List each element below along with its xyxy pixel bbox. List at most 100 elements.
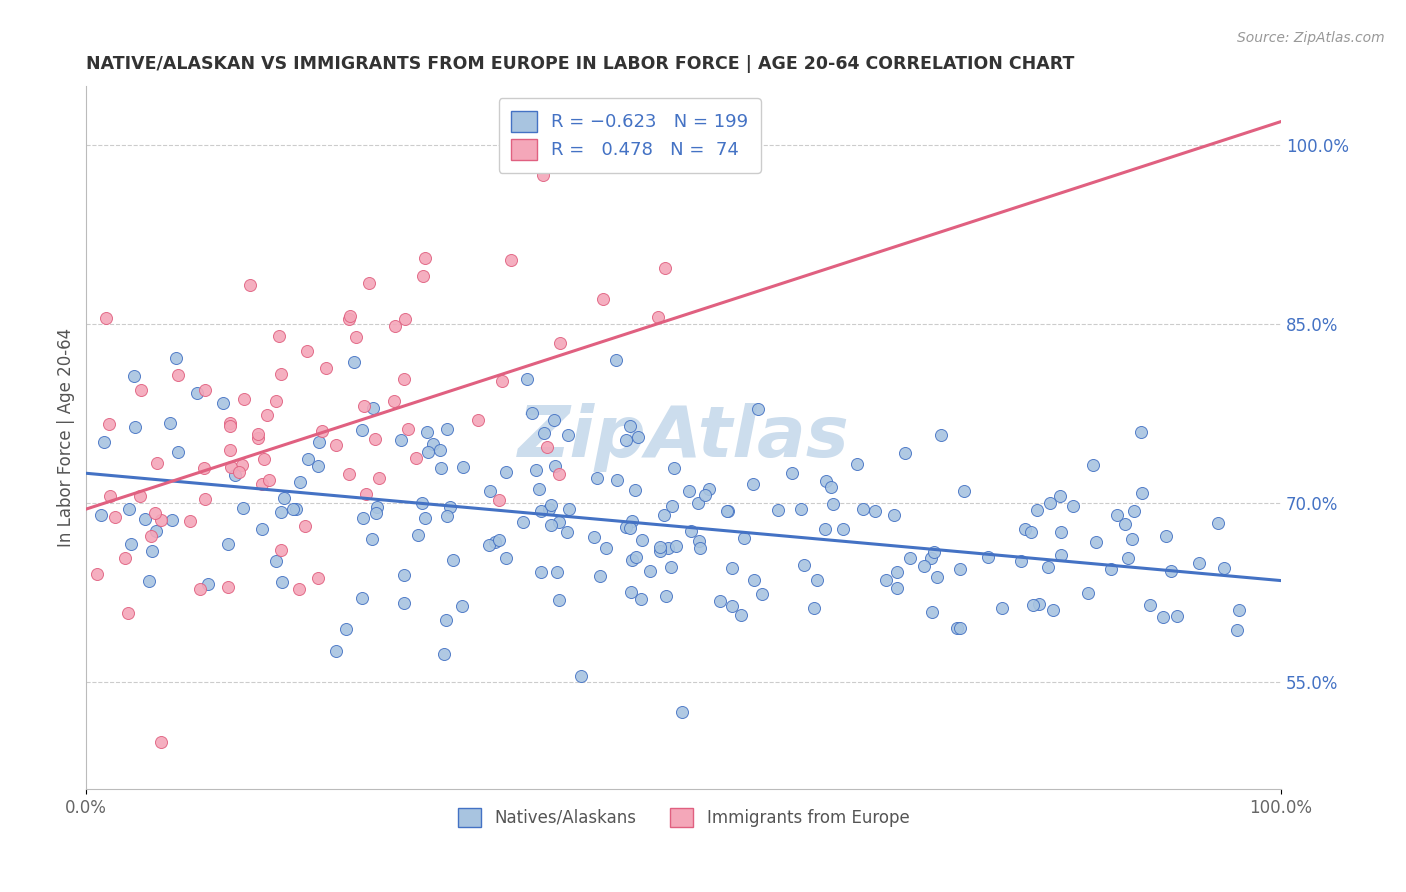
Point xyxy=(569,669,592,683)
Point xyxy=(436,422,458,436)
Point xyxy=(977,550,1000,565)
Point xyxy=(650,541,672,555)
Point xyxy=(665,539,688,553)
Point xyxy=(1160,564,1182,578)
Point xyxy=(744,573,766,587)
Point xyxy=(1014,522,1036,536)
Point xyxy=(134,512,156,526)
Point xyxy=(271,574,294,589)
Point xyxy=(654,260,676,275)
Point xyxy=(294,519,316,533)
Point xyxy=(1213,560,1236,574)
Point xyxy=(394,596,416,610)
Point xyxy=(360,532,382,546)
Point xyxy=(193,460,215,475)
Point xyxy=(232,500,254,515)
Point xyxy=(516,372,538,386)
Point xyxy=(652,508,675,522)
Point xyxy=(689,541,711,555)
Point xyxy=(429,443,451,458)
Point xyxy=(623,483,645,497)
Point xyxy=(364,506,387,520)
Point xyxy=(766,502,789,516)
Point xyxy=(257,473,280,487)
Point xyxy=(852,501,875,516)
Point xyxy=(118,501,141,516)
Point xyxy=(1130,486,1153,500)
Point xyxy=(467,413,489,427)
Point xyxy=(1188,556,1211,570)
Point xyxy=(832,523,855,537)
Point xyxy=(627,430,650,444)
Point xyxy=(522,406,544,420)
Point xyxy=(478,538,501,552)
Point xyxy=(120,537,142,551)
Point xyxy=(688,533,710,548)
Point xyxy=(558,501,581,516)
Point xyxy=(621,553,644,567)
Point xyxy=(411,496,433,510)
Point xyxy=(631,533,654,547)
Point xyxy=(1118,551,1140,566)
Point xyxy=(308,434,330,449)
Point xyxy=(721,561,744,575)
Point xyxy=(405,451,427,466)
Point xyxy=(231,458,253,472)
Text: Source: ZipAtlas.com: Source: ZipAtlas.com xyxy=(1237,31,1385,45)
Point xyxy=(1122,504,1144,518)
Point xyxy=(557,428,579,442)
Point xyxy=(717,504,740,518)
Point xyxy=(434,613,457,627)
Point xyxy=(325,438,347,452)
Point xyxy=(952,484,974,499)
Point xyxy=(709,594,731,608)
Point xyxy=(98,489,121,503)
Point xyxy=(219,443,242,458)
Point xyxy=(782,466,804,480)
Point xyxy=(90,508,112,522)
Point xyxy=(488,493,510,508)
Point xyxy=(114,550,136,565)
Point xyxy=(366,500,388,514)
Point xyxy=(228,465,250,479)
Point xyxy=(688,495,710,509)
Point xyxy=(751,586,773,600)
Point xyxy=(166,445,188,459)
Point xyxy=(531,168,554,182)
Point xyxy=(912,558,935,573)
Point xyxy=(1206,516,1229,531)
Point xyxy=(540,518,562,533)
Point xyxy=(875,573,897,587)
Point xyxy=(921,606,943,620)
Point xyxy=(716,503,738,517)
Point xyxy=(1077,586,1099,600)
Point xyxy=(352,511,374,525)
Point xyxy=(1081,458,1104,472)
Point xyxy=(681,524,703,538)
Point xyxy=(394,568,416,582)
Point xyxy=(307,459,329,474)
Point xyxy=(654,590,676,604)
Point xyxy=(894,446,917,460)
Point xyxy=(863,504,886,518)
Point xyxy=(647,310,669,324)
Point xyxy=(671,705,693,719)
Point xyxy=(270,367,292,381)
Point xyxy=(741,476,763,491)
Point xyxy=(441,553,464,567)
Point xyxy=(529,503,551,517)
Point xyxy=(1105,508,1128,522)
Point xyxy=(165,351,187,365)
Point xyxy=(495,465,517,479)
Point xyxy=(297,452,319,467)
Point xyxy=(295,343,318,358)
Point xyxy=(436,508,458,523)
Point xyxy=(219,419,242,434)
Point xyxy=(232,392,254,406)
Point xyxy=(1114,517,1136,532)
Point xyxy=(695,488,717,502)
Point xyxy=(1042,603,1064,617)
Point xyxy=(620,514,643,528)
Point xyxy=(1154,529,1177,543)
Point xyxy=(548,592,571,607)
